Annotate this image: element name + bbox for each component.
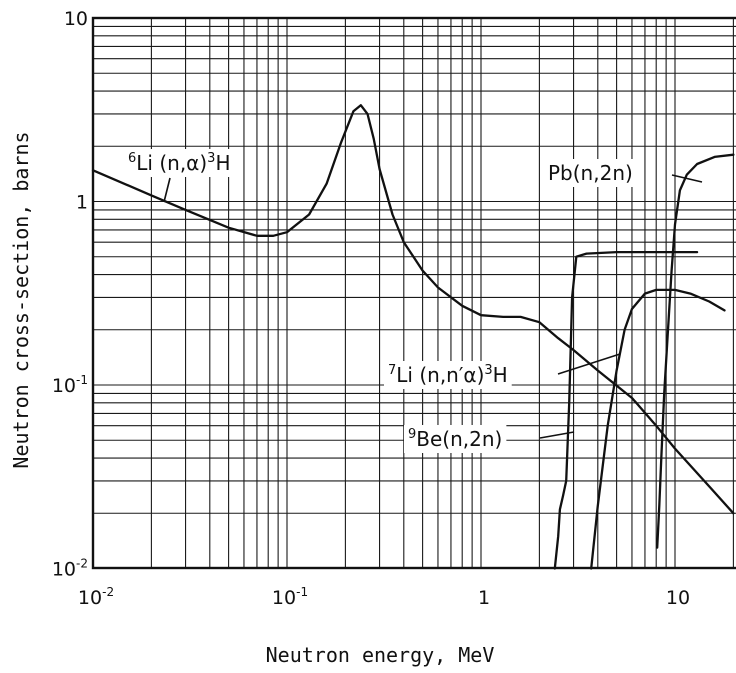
- series-line-be9: [553, 250, 699, 570]
- leader-line-li6: [163, 177, 171, 203]
- x-tick-label: 1: [478, 587, 490, 609]
- series-label-be9: 9Be(n,2n): [408, 427, 502, 451]
- leader-line-be9: [539, 431, 575, 439]
- series-line-li7: [590, 288, 726, 570]
- y-tick-label: 10-1: [52, 373, 88, 397]
- series-label-li7: 7Li (n,n′α)3H: [388, 363, 508, 387]
- series-curves: [91, 104, 735, 570]
- plot-grid: [93, 18, 736, 568]
- x-tick-label: 10-1: [272, 585, 308, 609]
- label-leaders: [163, 174, 703, 439]
- y-axis-title: Neutron cross-section, barns: [9, 131, 33, 468]
- y-tick-label: 1: [76, 192, 88, 214]
- x-tick-label: 10-2: [78, 585, 114, 609]
- y-tick-labels: 10 1 10-1 10-2: [52, 8, 88, 581]
- series-label-bg-li6: [124, 149, 235, 177]
- series-line-li6: [91, 104, 735, 515]
- series-label-pb: Pb(n,2n): [548, 161, 633, 185]
- series-labels: 6Li (n,α)3H 7Li (n,n′α)3H 9Be(n,2n) Pb(n,2n…: [124, 149, 637, 453]
- y-tick-label: 10-2: [52, 557, 88, 581]
- series-label-bg-pb: [544, 159, 637, 187]
- series-label-bg-be9: [404, 425, 507, 453]
- plot-frame: [91, 16, 736, 570]
- x-tick-labels: 10-2 10-1 1 10: [78, 585, 690, 609]
- y-tick-label: 10: [64, 8, 88, 30]
- leader-line-pb: [671, 174, 703, 183]
- series-line-pb: [656, 153, 735, 549]
- x-axis-title: Neutron energy, MeV: [266, 643, 495, 667]
- x-tick-label: 10: [666, 587, 690, 609]
- leader-line-li7: [557, 353, 621, 375]
- series-label-bg-li7: [384, 361, 512, 389]
- series-label-li6: 6Li (n,α)3H: [128, 151, 231, 175]
